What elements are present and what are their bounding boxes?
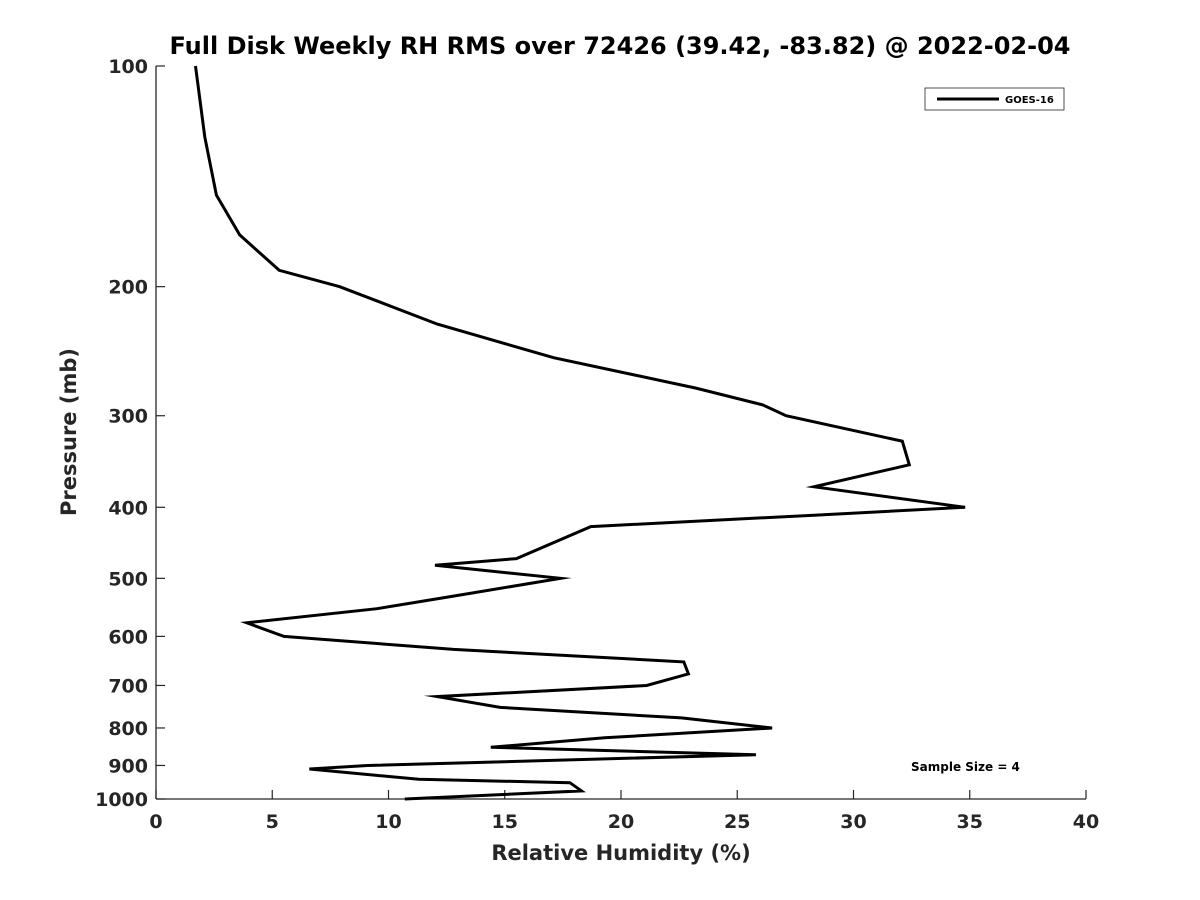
series-layer [194, 65, 966, 801]
y-axis-ticks: 100 200 300 400 500 600 700 800 900 1000 [95, 56, 165, 811]
y-tick-label: 400 [108, 497, 148, 519]
y-tick-label: 600 [108, 626, 148, 648]
y-axis-label: Pressure (mb) [57, 348, 81, 516]
y-tick-label: 1000 [95, 789, 148, 811]
legend-entry-goes-16: GOES-16 [1005, 95, 1054, 106]
y-tick-label: 800 [108, 718, 148, 740]
y-tick-label: 300 [108, 406, 148, 428]
x-tick-label: 30 [840, 811, 866, 833]
series-line-goes-16 [194, 65, 966, 801]
chart-title: Full Disk Weekly RH RMS over 72426 (39.4… [169, 32, 1070, 60]
x-tick-label: 20 [608, 811, 634, 833]
y-tick-label: 500 [108, 568, 148, 590]
x-tick-label: 0 [149, 811, 162, 833]
x-tick-label: 5 [266, 811, 279, 833]
plot-area [156, 66, 1086, 799]
x-tick-label: 35 [957, 811, 983, 833]
x-tick-label: 25 [724, 811, 750, 833]
legend: GOES-16 [924, 87, 1065, 111]
x-axis-label: Relative Humidity (%) [491, 841, 750, 865]
x-tick-label: 15 [492, 811, 518, 833]
y-tick-label: 200 [108, 277, 148, 299]
y-tick-label: 700 [108, 675, 148, 697]
sample-size-annotation: Sample Size = 4 [911, 760, 1020, 774]
x-tick-label: 40 [1073, 811, 1099, 833]
y-tick-label: 100 [108, 56, 148, 78]
x-axis-ticks: 0 5 10 15 20 25 30 35 40 [149, 790, 1099, 833]
x-tick-label: 10 [375, 811, 401, 833]
y-tick-label: 900 [108, 755, 148, 777]
